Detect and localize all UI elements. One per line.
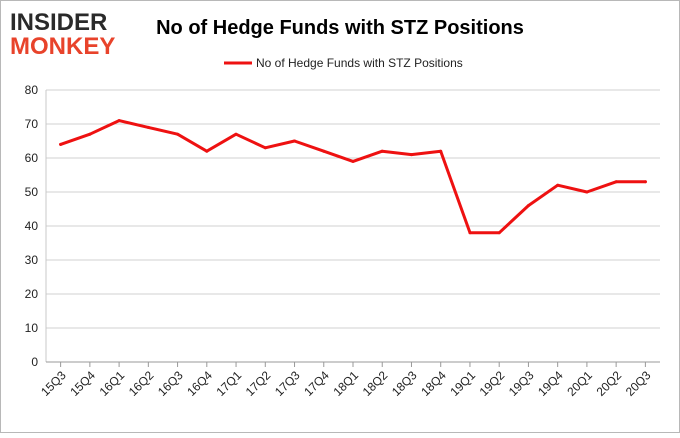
- data-point: [293, 139, 297, 143]
- series-layer: [59, 119, 647, 235]
- data-point: [585, 190, 589, 194]
- y-tick-label: 20: [25, 287, 39, 301]
- logo-line2: MONKEY: [10, 33, 115, 60]
- y-tick-label: 80: [25, 83, 39, 97]
- y-tick-label: 0: [31, 355, 38, 369]
- legend-label: No of Hedge Funds with STZ Positions: [256, 56, 463, 70]
- y-tick-label: 50: [25, 185, 39, 199]
- y-tick-label: 10: [25, 321, 39, 335]
- data-point: [234, 132, 238, 136]
- data-point: [468, 231, 472, 235]
- y-tick-label: 30: [25, 253, 39, 267]
- data-point: [176, 132, 180, 136]
- data-point: [146, 125, 150, 129]
- y-tick-label: 70: [25, 117, 39, 131]
- data-point: [643, 180, 647, 184]
- data-point: [409, 153, 413, 157]
- insider-monkey-logo: INSIDER MONKEY: [10, 9, 115, 60]
- data-point: [205, 149, 209, 153]
- y-tick-label: 60: [25, 151, 39, 165]
- y-axis-ticks: 0 10 20 30 40 50 60 70 80: [25, 83, 39, 369]
- data-point: [322, 149, 326, 153]
- data-point: [614, 180, 618, 184]
- logo-line1: INSIDER: [10, 9, 107, 36]
- data-point: [263, 146, 267, 150]
- chart-title: No of Hedge Funds with STZ Positions: [156, 17, 524, 39]
- data-point: [380, 149, 384, 153]
- data-point: [88, 132, 92, 136]
- data-point: [556, 183, 560, 187]
- data-point: [497, 231, 501, 235]
- data-point: [117, 119, 121, 123]
- data-point: [351, 159, 355, 163]
- data-point: [59, 142, 63, 146]
- legend: No of Hedge Funds with STZ Positions: [224, 56, 463, 70]
- data-point: [439, 149, 443, 153]
- data-point: [526, 204, 530, 208]
- y-tick-label: 40: [25, 219, 39, 233]
